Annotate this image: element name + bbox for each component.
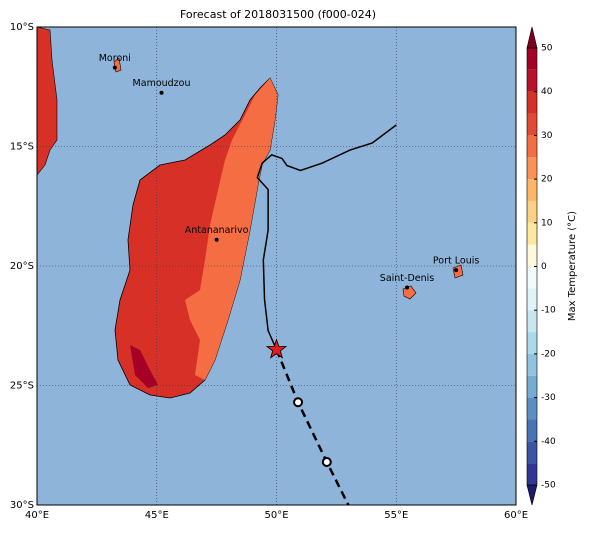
city-dot: [159, 90, 164, 95]
x-tick-label: 60°E: [504, 510, 528, 521]
city-label: Port Louis: [433, 256, 479, 267]
city-label: Saint-Denis: [380, 273, 434, 284]
storm-symbol: [321, 456, 332, 467]
city-dot: [112, 65, 117, 70]
y-tick-label: 10°S: [10, 22, 34, 33]
y-tick-label: 30°S: [10, 500, 34, 511]
y-tick-label: 20°S: [10, 261, 34, 272]
colorbar-under: [526, 484, 538, 506]
africa-coast: [36, 26, 58, 176]
madagascar-hot: [130, 345, 158, 388]
colorbar-band: [527, 135, 537, 158]
colorbar-band: [527, 222, 537, 245]
city-dot: [214, 237, 219, 242]
colorbar-band: [527, 463, 537, 485]
colorbar-band: [527, 310, 537, 333]
colorbar-tick-label: 50: [541, 44, 553, 54]
colorbar-tick-label: -40: [541, 437, 556, 447]
colorbar-tick-label: 10: [541, 218, 553, 228]
y-tick-label: 25°S: [10, 381, 34, 392]
colorbar-tick-label: 20: [541, 175, 553, 185]
colorbar-band: [527, 353, 537, 376]
colorbar-tick-label: 0: [541, 262, 547, 272]
colorbar-label: Max Temperature (°C): [567, 211, 578, 321]
colorbar-over: [526, 26, 538, 49]
chart-title: Forecast of 2018031500 (f000-024): [180, 8, 376, 21]
colorbar-tick-label: -50: [541, 481, 556, 491]
colorbar-band: [527, 419, 537, 442]
colorbar-band: [527, 48, 537, 70]
x-tick-label: 55°E: [384, 510, 408, 521]
colorbar-tick-label: -10: [541, 306, 556, 316]
colorbar-band: [527, 266, 537, 289]
colorbar-band: [527, 244, 537, 267]
colorbar-tick-label: 40: [541, 87, 553, 97]
colorbar-band: [527, 441, 537, 464]
colorbar-tick-label: -30: [541, 393, 556, 403]
city-label: Antananarivo: [185, 225, 249, 236]
x-tick-label: 50°E: [264, 510, 288, 521]
x-tick-label: 45°E: [145, 510, 169, 521]
colorbar-band: [527, 179, 537, 201]
axes-frame: [36, 26, 517, 506]
track: [275, 349, 350, 506]
y-tick-label: 15°S: [10, 142, 34, 153]
current-position: [265, 338, 288, 359]
track: [256, 124, 397, 350]
colorbar-band: [527, 397, 537, 420]
city-label: Mamoudzou: [133, 78, 191, 89]
colorbar-tick-label: 30: [541, 131, 553, 141]
x-tick-label: 40°E: [25, 510, 49, 521]
colorbar-band: [527, 69, 537, 92]
colorbar-band: [527, 91, 537, 114]
madagascar-warm: [185, 78, 278, 380]
colorbar-band: [527, 288, 537, 311]
colorbar-tick-label: -20: [541, 349, 556, 359]
colorbar-band: [527, 113, 537, 136]
land: [36, 26, 464, 399]
storm-symbol: [293, 397, 304, 408]
colorbar-band: [527, 332, 537, 354]
city-label: Moroni: [99, 53, 131, 64]
colorbar-band: [527, 157, 537, 180]
city-dot: [454, 268, 459, 273]
colorbar-band: [527, 200, 537, 223]
city-dot: [405, 285, 410, 290]
colorbar-band: [527, 375, 537, 398]
